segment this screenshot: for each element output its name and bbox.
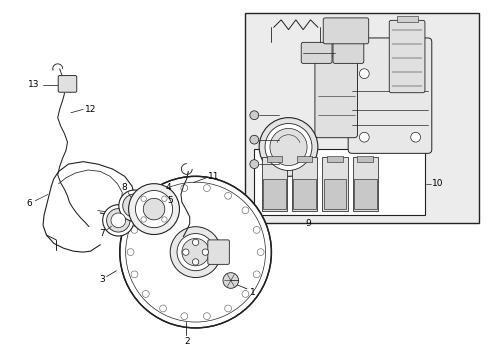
Circle shape bbox=[143, 198, 164, 220]
Circle shape bbox=[410, 132, 420, 142]
Circle shape bbox=[141, 196, 146, 201]
Circle shape bbox=[177, 234, 214, 271]
Circle shape bbox=[359, 69, 368, 78]
Circle shape bbox=[242, 291, 248, 297]
Circle shape bbox=[181, 313, 187, 320]
Circle shape bbox=[249, 135, 258, 144]
Circle shape bbox=[120, 176, 271, 328]
Circle shape bbox=[259, 118, 317, 176]
Text: 5: 5 bbox=[167, 196, 173, 205]
FancyBboxPatch shape bbox=[263, 179, 285, 208]
Circle shape bbox=[128, 184, 179, 234]
FancyBboxPatch shape bbox=[296, 156, 312, 162]
FancyBboxPatch shape bbox=[353, 179, 376, 208]
Text: 9: 9 bbox=[305, 219, 310, 228]
FancyBboxPatch shape bbox=[207, 240, 229, 264]
Circle shape bbox=[192, 259, 198, 265]
Circle shape bbox=[183, 249, 189, 255]
Circle shape bbox=[162, 217, 167, 222]
FancyBboxPatch shape bbox=[266, 156, 282, 162]
Text: 1: 1 bbox=[250, 288, 256, 297]
Circle shape bbox=[249, 160, 258, 168]
Circle shape bbox=[162, 196, 167, 201]
FancyBboxPatch shape bbox=[244, 13, 478, 223]
Circle shape bbox=[159, 305, 166, 312]
Circle shape bbox=[135, 190, 172, 228]
Circle shape bbox=[141, 217, 146, 222]
Circle shape bbox=[142, 207, 149, 214]
FancyBboxPatch shape bbox=[388, 21, 424, 93]
FancyBboxPatch shape bbox=[396, 17, 417, 22]
Text: 12: 12 bbox=[84, 105, 96, 114]
Circle shape bbox=[224, 192, 231, 199]
FancyBboxPatch shape bbox=[352, 157, 377, 211]
FancyBboxPatch shape bbox=[301, 42, 331, 63]
FancyBboxPatch shape bbox=[58, 76, 77, 92]
Circle shape bbox=[142, 291, 149, 297]
Circle shape bbox=[249, 111, 258, 120]
Circle shape bbox=[202, 249, 208, 255]
Text: 4: 4 bbox=[165, 183, 171, 192]
Circle shape bbox=[253, 271, 260, 278]
FancyBboxPatch shape bbox=[332, 42, 363, 63]
FancyBboxPatch shape bbox=[293, 179, 315, 208]
Circle shape bbox=[269, 129, 306, 166]
Circle shape bbox=[119, 190, 150, 221]
Text: 7: 7 bbox=[99, 229, 104, 238]
Circle shape bbox=[159, 192, 166, 199]
Circle shape bbox=[182, 238, 209, 266]
Text: 13: 13 bbox=[27, 80, 39, 89]
Circle shape bbox=[264, 123, 311, 171]
Circle shape bbox=[224, 305, 231, 312]
Circle shape bbox=[131, 271, 138, 278]
Circle shape bbox=[102, 205, 134, 236]
Text: 6: 6 bbox=[26, 199, 32, 208]
Text: 8: 8 bbox=[122, 183, 127, 192]
FancyBboxPatch shape bbox=[322, 157, 347, 211]
Circle shape bbox=[106, 208, 130, 232]
Circle shape bbox=[203, 313, 210, 320]
Circle shape bbox=[242, 207, 248, 214]
FancyBboxPatch shape bbox=[314, 56, 357, 138]
Circle shape bbox=[223, 273, 238, 288]
FancyBboxPatch shape bbox=[323, 18, 368, 44]
Circle shape bbox=[257, 249, 264, 256]
FancyBboxPatch shape bbox=[254, 149, 425, 215]
Circle shape bbox=[127, 249, 134, 256]
FancyBboxPatch shape bbox=[291, 157, 317, 211]
Circle shape bbox=[181, 185, 187, 192]
Text: 3: 3 bbox=[99, 275, 104, 284]
Circle shape bbox=[410, 69, 420, 78]
Circle shape bbox=[253, 226, 260, 233]
Circle shape bbox=[192, 239, 198, 246]
Circle shape bbox=[131, 226, 138, 233]
FancyBboxPatch shape bbox=[261, 157, 286, 211]
Text: 11: 11 bbox=[208, 172, 220, 181]
Text: 10: 10 bbox=[431, 179, 443, 188]
Circle shape bbox=[203, 185, 210, 192]
FancyBboxPatch shape bbox=[323, 179, 346, 208]
Circle shape bbox=[359, 132, 368, 142]
Circle shape bbox=[122, 194, 146, 217]
FancyBboxPatch shape bbox=[357, 156, 372, 162]
FancyBboxPatch shape bbox=[326, 156, 342, 162]
Text: 2: 2 bbox=[183, 337, 189, 346]
Circle shape bbox=[170, 227, 221, 278]
Circle shape bbox=[111, 213, 125, 228]
FancyBboxPatch shape bbox=[347, 38, 431, 153]
